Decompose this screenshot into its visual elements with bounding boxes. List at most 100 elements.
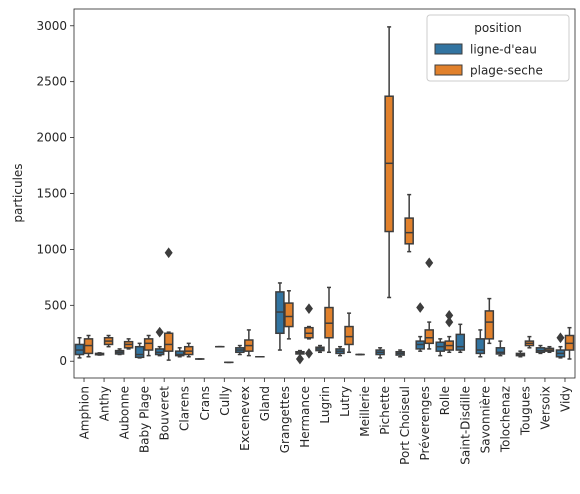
box-plage-seche[interactable] — [245, 330, 253, 356]
x-tick-label: Versoix — [538, 386, 552, 430]
box-ligne-deau[interactable] — [236, 346, 244, 355]
x-tick-label: Amphion — [78, 386, 92, 439]
box-plage-seche[interactable] — [285, 291, 293, 339]
y-tick-label: 2500 — [36, 75, 67, 89]
box-ligne-deau[interactable] — [536, 346, 544, 354]
box-plage-seche[interactable] — [185, 343, 193, 356]
x-tick-label: Port Choiseul — [398, 386, 412, 465]
box-ligne-deau[interactable] — [436, 339, 444, 356]
x-tick-label: Pichette — [378, 386, 392, 435]
box-plage-seche[interactable] — [125, 339, 133, 349]
flier-point — [306, 304, 313, 313]
box-ligne-deau[interactable] — [456, 324, 464, 352]
x-tick-label: Bouveret — [158, 386, 172, 441]
flier-point — [417, 303, 424, 312]
box-iqr — [476, 339, 484, 354]
y-tick-label: 1500 — [36, 187, 67, 201]
box-ligne-deau[interactable] — [96, 353, 104, 355]
box-ligne-deau[interactable] — [116, 349, 124, 355]
box-ligne-deau[interactable] — [396, 350, 404, 357]
y-tick-label: 1000 — [36, 242, 67, 256]
legend-title: position — [474, 21, 522, 35]
box-plage-seche[interactable] — [545, 347, 553, 353]
flier-point — [557, 333, 564, 342]
y-tick-label: 500 — [44, 298, 67, 312]
flier-point — [165, 248, 172, 257]
legend-swatch — [435, 65, 462, 75]
box-plage-seche[interactable] — [345, 313, 353, 352]
x-tick-label: Grangettes — [278, 386, 292, 453]
x-tick-label: Tougues — [518, 386, 532, 436]
legend-swatch — [435, 44, 462, 54]
x-tick-label: Lugrin — [318, 386, 332, 424]
box-ligne-deau[interactable] — [136, 343, 144, 358]
box-plage-seche[interactable] — [385, 27, 393, 298]
y-tick-label: 0 — [59, 354, 67, 368]
x-tick-label: Préverenges — [418, 386, 432, 460]
x-tick-label: Gland — [258, 386, 272, 421]
x-tick-label: Cully — [218, 386, 232, 416]
x-tick-label: Hermance — [298, 386, 312, 448]
box-plage-seche[interactable] — [305, 304, 313, 358]
box-iqr — [136, 347, 144, 358]
box-ligne-deau[interactable] — [316, 346, 324, 353]
box-ligne-deau[interactable] — [296, 351, 304, 364]
box-plage-seche[interactable] — [525, 337, 533, 348]
flier-point — [297, 354, 304, 363]
box-iqr — [496, 348, 504, 354]
x-tick-label: Meillerie — [358, 386, 372, 437]
x-tick-label: Anthy — [98, 386, 112, 421]
box-iqr — [405, 218, 413, 244]
flier-point — [306, 349, 313, 358]
x-tick-label: Savonnière — [478, 386, 492, 453]
x-tick-label: Saint-Disdille — [458, 386, 472, 465]
x-tick-label: Clarens — [178, 386, 192, 431]
x-tick-label: Crans — [198, 386, 212, 421]
box-plage-seche[interactable] — [325, 287, 333, 352]
box-iqr — [456, 334, 464, 350]
box-plage-seche[interactable] — [485, 299, 493, 344]
y-tick-label: 2000 — [36, 131, 67, 145]
box-ligne-deau[interactable] — [176, 348, 184, 357]
x-tick-label: Rolle — [438, 386, 452, 415]
box-plage-seche[interactable] — [105, 336, 113, 347]
box-plage-seche[interactable] — [165, 248, 173, 360]
box-ligne-deau[interactable] — [376, 348, 384, 358]
x-tick-label: Tolochenaz — [498, 386, 512, 453]
legend[interactable]: position ligne-d'eau plage-seche — [427, 15, 569, 81]
box-ligne-deau[interactable] — [336, 347, 344, 356]
box-plage-seche[interactable] — [85, 336, 93, 357]
box-plage-seche[interactable] — [445, 311, 453, 352]
box-ligne-deau[interactable] — [416, 303, 424, 351]
x-tick-label: Baby Plage — [138, 386, 152, 453]
legend-label: plage-seche — [470, 64, 543, 78]
box-iqr — [285, 303, 293, 326]
box-iqr — [165, 333, 173, 351]
box-ligne-deau[interactable] — [156, 328, 164, 356]
box-plage-seche[interactable] — [405, 195, 413, 252]
box-ligne-deau[interactable] — [516, 351, 524, 357]
y-axis: 0 500 1000 1500 2000 2500 3000 — [36, 19, 74, 368]
box-ligne-deau[interactable] — [76, 338, 84, 358]
box-plage-seche[interactable] — [425, 258, 433, 349]
x-tick-label: Excenevex — [238, 386, 252, 451]
box-ligne-deau[interactable] — [276, 283, 284, 350]
x-tick-label: Vidy — [558, 386, 572, 412]
box-ligne-deau[interactable] — [476, 330, 484, 357]
box-iqr — [345, 327, 353, 345]
x-tick-label: Lutry — [338, 386, 352, 417]
box-plage-seche[interactable] — [145, 336, 153, 356]
box-ligne-deau[interactable] — [496, 341, 504, 356]
flier-point — [156, 328, 163, 337]
legend-item-plage-seche[interactable]: plage-seche — [435, 64, 543, 78]
box-ligne-deau[interactable] — [556, 333, 564, 358]
y-axis-title: particules — [11, 163, 25, 222]
flier-point — [426, 258, 433, 267]
flier-point — [446, 311, 453, 320]
y-tick-label: 3000 — [36, 19, 67, 33]
legend-item-ligne-deau[interactable]: ligne-d'eau — [435, 43, 537, 57]
box-plage-seche[interactable] — [565, 328, 573, 359]
